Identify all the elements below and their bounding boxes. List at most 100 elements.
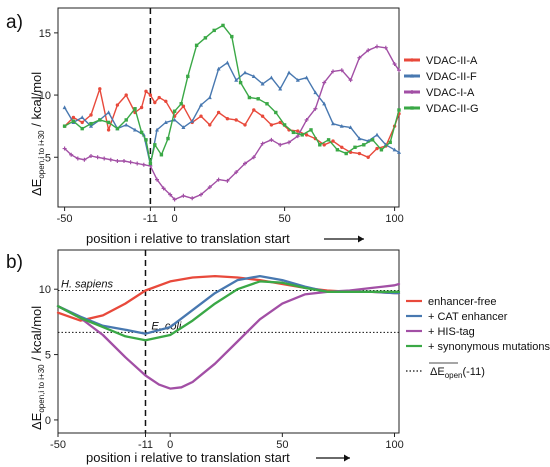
data-point-vdac-ii-f xyxy=(287,70,291,75)
legend-marker-vdac-ii-a xyxy=(410,58,414,62)
data-point-vdac-ii-a xyxy=(157,95,161,100)
data-point-vdac-ii-g xyxy=(282,123,287,127)
data-point-vdac-ii-g xyxy=(309,128,313,132)
data-point-vdac-ii-a xyxy=(252,108,256,112)
data-point-vdac-ii-g xyxy=(388,140,392,145)
legend-item-synonymous-mutations: + synonymous mutations xyxy=(406,341,550,353)
legend-label-enhancer-free: enhancer-free xyxy=(428,296,497,308)
data-point-vdac-ii-g xyxy=(194,43,199,48)
legend-item-vdac-i-a: VDAC-I-A xyxy=(404,87,475,99)
x-axis-label-a: position i relative to translation start xyxy=(86,231,290,246)
legend-label-vdac-ii-f: VDAC-II-F xyxy=(426,71,477,83)
data-point-vdac-i-a xyxy=(225,178,230,183)
data-point-vdac-i-a xyxy=(75,156,80,161)
data-point-vdac-ii-f xyxy=(375,132,379,137)
data-point-vdac-i-a xyxy=(199,192,203,197)
data-point-vdac-i-a xyxy=(135,161,140,166)
data-point-vdac-i-a xyxy=(331,69,335,74)
legend-item-vdac-ii-a: VDAC-II-A xyxy=(404,55,478,67)
data-point-vdac-i-a xyxy=(190,196,195,201)
data-point-vdac-i-a xyxy=(128,160,133,165)
data-point-vdac-ii-f xyxy=(278,86,283,91)
plot-frame-a xyxy=(57,7,400,208)
data-point-vdac-ii-g xyxy=(379,148,384,152)
data-point-vdac-ii-a xyxy=(278,120,282,125)
x-axis-arrow-b xyxy=(316,454,350,462)
data-point-vdac-ii-g xyxy=(362,143,366,147)
data-point-vdac-i-a xyxy=(348,78,353,83)
legend-label-vdac-ii-g: VDAC-II-G xyxy=(426,103,479,115)
data-point-vdac-ii-a xyxy=(304,133,309,137)
data-point-vdac-i-a xyxy=(295,134,300,139)
data-point-vdac-i-a xyxy=(102,156,107,161)
data-point-vdac-ii-f xyxy=(207,95,212,100)
data-point-vdac-i-a xyxy=(89,154,93,159)
data-point-vdac-i-a xyxy=(161,186,166,191)
data-point-vdac-ii-g xyxy=(344,151,348,156)
data-point-vdac-ii-g xyxy=(179,102,183,106)
y-tick-label: 0 xyxy=(45,415,51,427)
data-point-vdac-i-a xyxy=(122,158,126,163)
data-point-vdac-ii-g xyxy=(370,138,375,142)
data-point-vdac-ii-f xyxy=(260,81,265,86)
data-point-vdac-ii-g xyxy=(71,119,76,123)
data-point-vdac-ii-g xyxy=(89,121,93,126)
y-axis-ticks-a: 5 10 15 xyxy=(39,28,58,164)
x-axis-ticks-a: -50 -11 0 50 100 xyxy=(57,207,404,225)
legend-marker-vdac-ii-g xyxy=(410,106,414,110)
data-point-vdac-ii-g xyxy=(139,130,144,135)
data-point-vdac-ii-f xyxy=(397,150,401,154)
data-point-vdac-i-a xyxy=(322,80,327,85)
hline-label-h-sapiens: H. sapiens xyxy=(61,279,113,291)
legend-label-vdac-i-a: VDAC-I-A xyxy=(426,87,475,99)
legend-item-vdac-ii-g: VDAC-II-G xyxy=(404,103,479,115)
y-tick-label: 10 xyxy=(39,284,51,296)
data-point-vdac-ii-g xyxy=(238,80,243,85)
x-tick-label: 50 xyxy=(276,439,288,451)
data-point-vdac-ii-g xyxy=(62,124,67,128)
data-point-vdac-ii-g xyxy=(247,95,252,100)
data-point-vdac-ii-f xyxy=(348,125,353,129)
data-point-vdac-i-a xyxy=(243,161,247,166)
legend-marker-vdac-i-a xyxy=(410,90,414,94)
legend-item-vdac-ii-f: VDAC-II-F xyxy=(404,71,477,83)
data-point-vdac-ii-a xyxy=(164,99,168,103)
legend-marker-vdac-ii-f xyxy=(410,73,414,78)
data-point-vdac-ii-g xyxy=(291,130,296,135)
data-point-vdac-ii-f xyxy=(62,105,67,110)
data-point-vdac-i-a xyxy=(172,197,177,202)
data-point-vdac-ii-g xyxy=(265,102,269,106)
data-point-vdac-ii-g xyxy=(256,97,260,101)
data-point-vdac-ii-g xyxy=(212,28,216,33)
data-point-vdac-i-a xyxy=(392,61,397,66)
data-point-vdac-i-a xyxy=(278,142,283,147)
data-point-vdac-ii-f xyxy=(181,125,186,129)
data-point-vdac-i-a xyxy=(62,146,67,151)
data-point-vdac-i-a xyxy=(155,177,159,182)
data-point-vdac-ii-a xyxy=(216,110,221,115)
data-point-vdac-i-a xyxy=(339,68,344,73)
data-point-vdac-ii-a xyxy=(296,129,300,133)
data-point-vdac-ii-g xyxy=(318,143,322,147)
legend-label-synonymous-mutations: + synonymous mutations xyxy=(428,341,550,353)
data-point-vdac-ii-g xyxy=(144,138,148,142)
data-point-vdac-ii-f xyxy=(234,77,239,82)
data-point-vdac-ii-f xyxy=(155,127,159,132)
data-point-vdac-i-a xyxy=(287,140,291,145)
series-line-vdac-ii-g xyxy=(63,24,400,165)
x-tick-label: 0 xyxy=(172,213,178,225)
x-axis-label-b: position i relative to translation start xyxy=(86,450,290,465)
data-point-vdac-ii-f xyxy=(339,123,344,128)
data-point-vdac-i-a xyxy=(357,55,362,60)
data-point-vdac-ii-f xyxy=(322,101,327,106)
data-point-vdac-ii-a xyxy=(269,123,274,127)
data-point-vdac-i-a xyxy=(313,106,318,111)
data-point-vdac-ii-f xyxy=(392,147,397,152)
legend-item-reference: ΔEopen(-11) xyxy=(406,362,485,380)
data-point-vdac-ii-f xyxy=(190,118,195,123)
data-point-vdac-i-a xyxy=(141,162,146,167)
data-point-vdac-ii-a xyxy=(243,123,247,127)
data-point-vdac-i-a xyxy=(108,157,113,162)
x-tick-label: 0 xyxy=(167,439,173,451)
data-point-vdac-ii-g xyxy=(230,34,234,39)
